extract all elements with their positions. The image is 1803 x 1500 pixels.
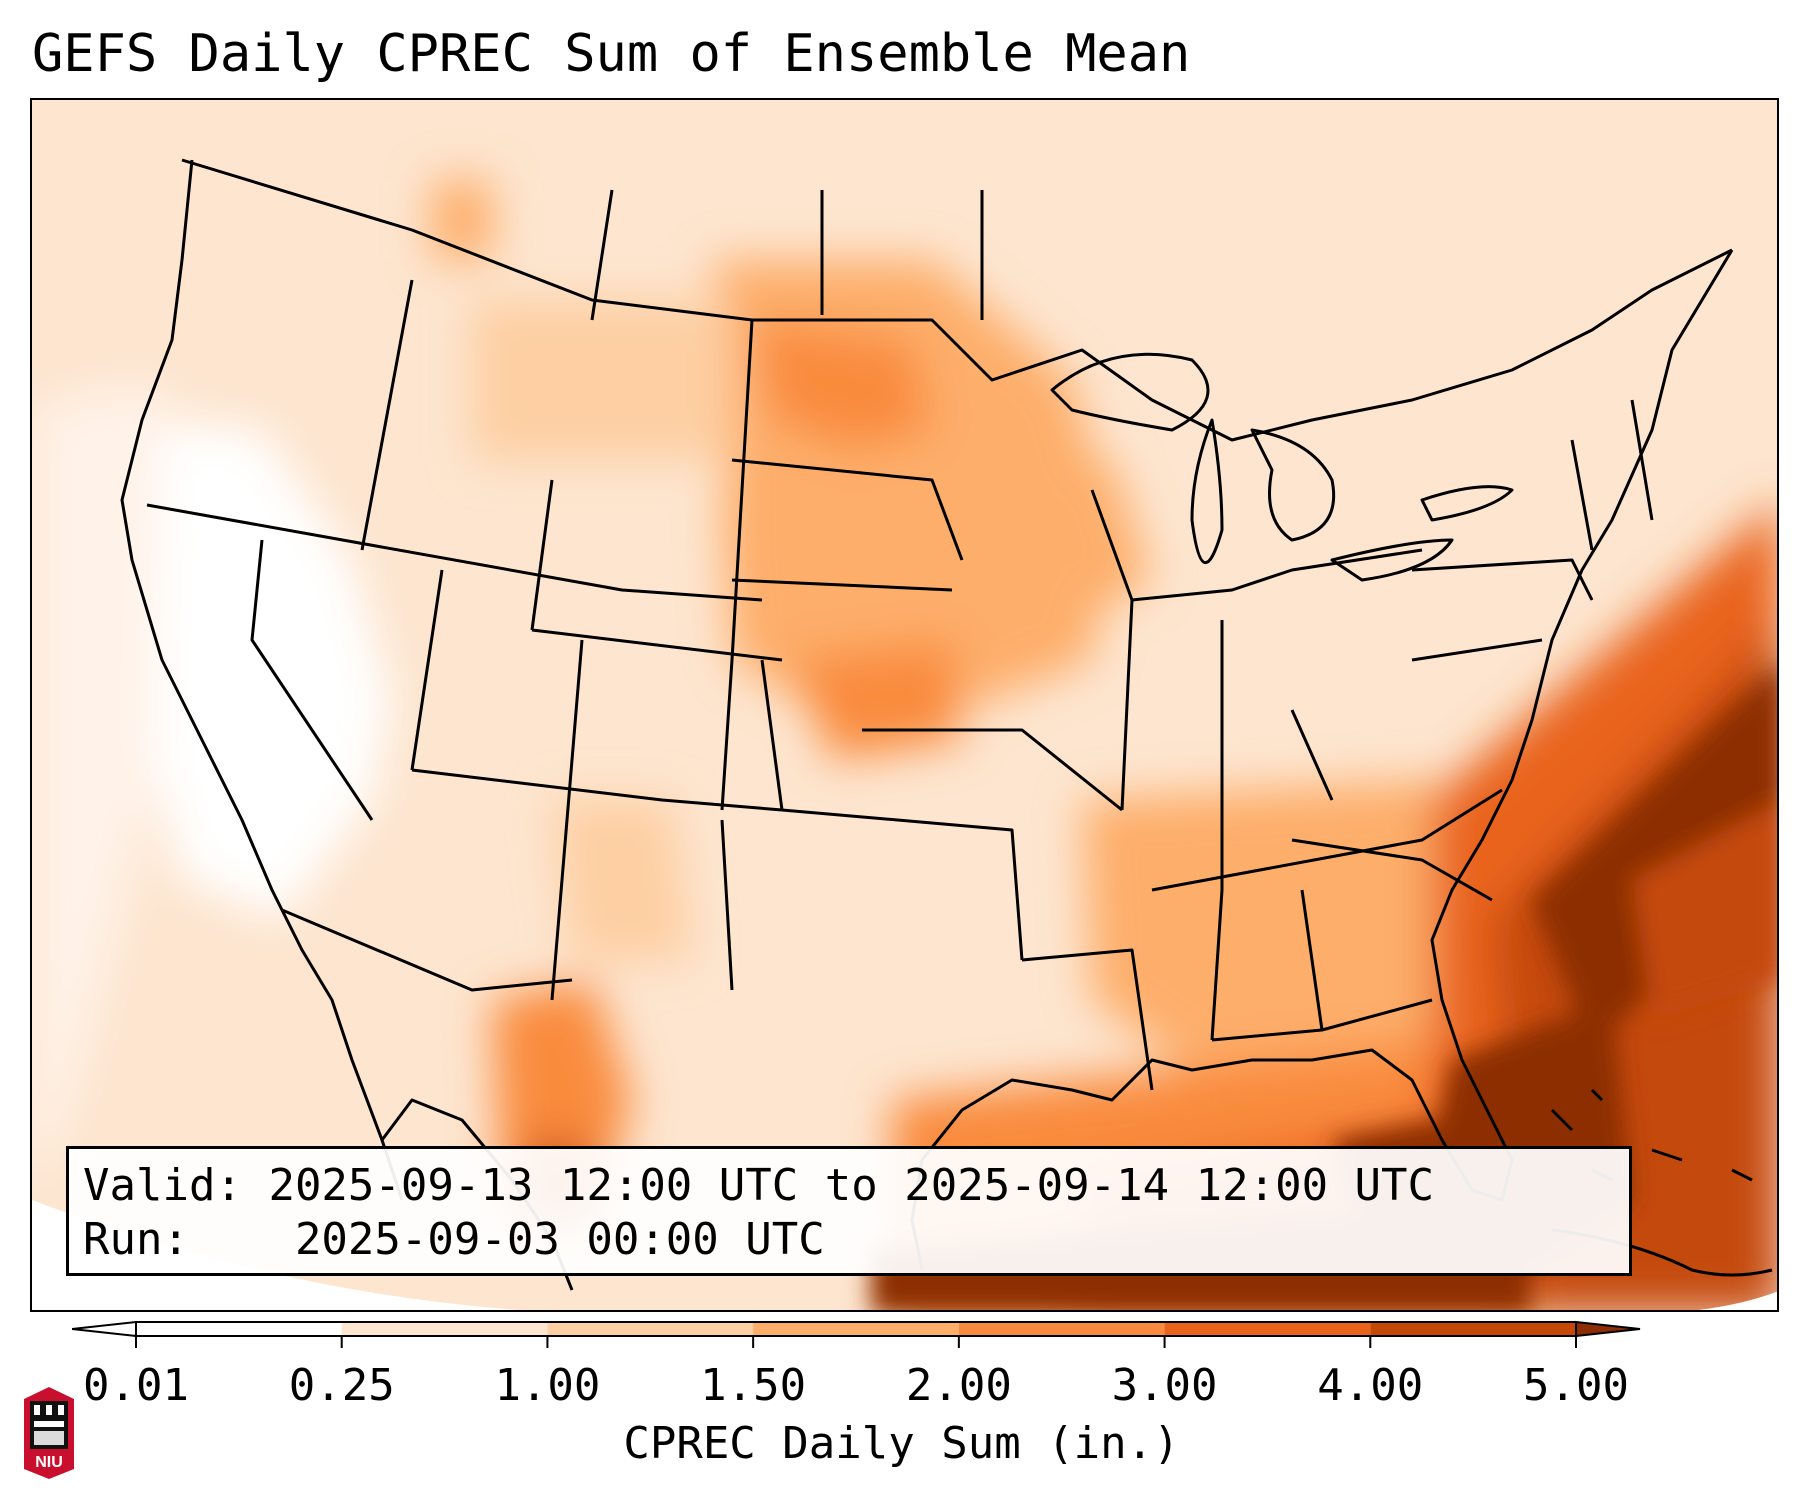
projection-edge-left	[32, 1200, 521, 1310]
colorbar-segment	[1164, 1322, 1371, 1336]
colorbar-ticks	[135, 1336, 1577, 1348]
colorbar-segment	[958, 1322, 1165, 1336]
colorbar-segment	[341, 1322, 548, 1336]
colorbar-tick-label: 2.00	[905, 1360, 1012, 1411]
run-value: 2025-09-03 00:00 UTC	[294, 1214, 825, 1265]
precipitation-map	[30, 98, 1779, 1312]
colorbar	[72, 1320, 1641, 1348]
colorbar-tick-label: 4.00	[1317, 1360, 1424, 1411]
run-info-box: Valid: 2025-09-13 12:00 UTC to 2025-09-1…	[66, 1146, 1632, 1276]
colorbar-segments	[72, 1320, 1641, 1338]
colorbar-segment	[547, 1322, 754, 1336]
map-title: GEFS Daily CPREC Sum of Ensemble Mean	[32, 24, 1191, 84]
colorbar-tick-label: 1.50	[700, 1360, 807, 1411]
colorbar-outline	[135, 1321, 1577, 1337]
valid-value: 2025-09-13 12:00 UTC to 2025-09-14 12:00…	[268, 1160, 1435, 1211]
colorbar-tick-label: 5.00	[1523, 1360, 1629, 1411]
colorbar-tick-label: 3.00	[1111, 1360, 1218, 1411]
colorbar-label: CPREC Daily Sum (in.)	[623, 1418, 1180, 1469]
niu-logo-icon: NIU	[24, 1387, 74, 1479]
colorbar-arrow-low	[72, 1320, 137, 1338]
colorbar-tick-label: 0.25	[288, 1360, 395, 1411]
projection-edge-right	[1698, 1291, 1777, 1310]
colorbar-segment	[1370, 1322, 1576, 1336]
colorbar-segment	[136, 1322, 342, 1336]
colorbar-tick-label: 1.00	[494, 1360, 601, 1411]
map-canvas	[32, 100, 1777, 1310]
colorbar-tick-label: 0.01	[83, 1360, 189, 1411]
valid-label: Valid:	[83, 1160, 242, 1211]
colorbar-arrow-high	[1575, 1320, 1641, 1338]
svg-text:NIU: NIU	[35, 1454, 63, 1471]
run-label: Run:	[83, 1214, 189, 1265]
colorbar-segment	[753, 1322, 959, 1336]
